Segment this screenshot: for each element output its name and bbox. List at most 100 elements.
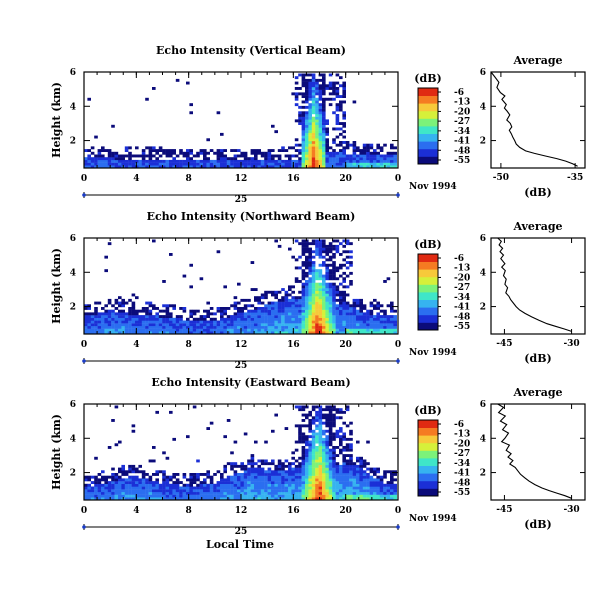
y-tick-label: 6 [70, 234, 76, 244]
colorbar-swatch [418, 427, 438, 436]
x-tick-label: 8 [186, 506, 192, 516]
colorbar-tick-label: -41 [454, 469, 470, 479]
colorbar-swatch [418, 284, 438, 293]
colorbar-swatch [418, 141, 438, 150]
y-axis-label: Height (km) [50, 414, 63, 490]
colorbar-swatch [418, 322, 438, 331]
y-tick-label: 6 [480, 234, 486, 244]
x-tick-label: 20 [339, 174, 352, 184]
colorbar-tick-label: -34 [454, 293, 470, 303]
colorbar-frame [417, 87, 439, 165]
x-tick-label: 20 [339, 340, 352, 350]
colorbar-swatch [418, 88, 438, 96]
date-label: Nov 1994 [409, 348, 457, 358]
colorbar-frame [417, 253, 439, 331]
colorbar-swatch [418, 95, 438, 104]
colorbar-swatch [418, 133, 438, 142]
day-label: 25 [235, 361, 248, 371]
x-tick-label: 8 [186, 340, 192, 350]
day-end-marker [396, 193, 400, 197]
colorbar-tick-label: -48 [454, 312, 470, 322]
colorbar-tick-label: -55 [454, 156, 470, 166]
average-title: Average [512, 54, 562, 67]
x-tick-label: 0 [395, 506, 401, 516]
colorbar-tick-label: -27 [454, 117, 470, 127]
colorbar: (dB) -6-13-20-27-34-41-48-55 [414, 72, 470, 166]
colorbar-tick-label: -55 [454, 488, 470, 498]
average-xlabel: (dB) [524, 186, 551, 199]
x-tick-label: 0 [81, 174, 87, 184]
colorbar-swatch [418, 314, 438, 323]
colorbar-swatch [418, 261, 438, 270]
average-profile-1: Average 6 4 2 -50 -35 (dB) [480, 54, 586, 199]
x-tick-label: 12 [235, 340, 248, 350]
x-tick-label: 0 [395, 340, 401, 350]
colorbar-swatch [418, 307, 438, 316]
day-end-marker [396, 525, 400, 529]
average-title: Average [512, 220, 562, 233]
y-tick-label: 6 [480, 68, 486, 78]
colorbar-unit: (dB) [414, 72, 441, 85]
x-tick-label: -45 [496, 505, 512, 515]
colorbar-tick-label: -13 [454, 430, 470, 440]
colorbar-tick-label: -48 [454, 478, 470, 488]
colorbar-swatch [418, 118, 438, 127]
average-frame [490, 403, 586, 501]
average-line [497, 403, 572, 499]
colorbar-tick-label: -48 [454, 146, 470, 156]
heatmap-cells [84, 239, 397, 335]
y-axis-label: Height (km) [50, 248, 63, 324]
average-profile-2: Average 6 4 2 -45 -30 (dB) [480, 220, 586, 365]
colorbar-swatch [418, 110, 438, 119]
heatmap-panel-1: Echo Intensity (Vertical Beam) 0 4 8 12 16 20 0… [50, 44, 586, 205]
x-tick-label: -45 [496, 339, 512, 349]
heatmap-panel-3: Echo Intensity (Eastward Beam) 0 4 8 12 16 20 0… [50, 376, 586, 537]
panel-title: Echo Intensity (Eastward Beam) [151, 376, 350, 389]
heatmap-panel-2: Echo Intensity (Northward Beam)0 4 8 12 16 20… [50, 210, 586, 371]
x-tick-label: -30 [563, 505, 579, 515]
colorbar-swatch [418, 488, 438, 497]
average-xlabel: (dB) [524, 518, 551, 531]
y-tick-label: 2 [70, 303, 76, 313]
colorbar: (dB) -6-13-20-27-34-41-48-55 [414, 404, 470, 498]
day-end-marker [396, 359, 400, 363]
day-label: 25 [235, 527, 248, 537]
colorbar-unit: (dB) [414, 238, 441, 251]
x-tick-label: 20 [339, 506, 352, 516]
colorbar-swatch [418, 156, 438, 165]
colorbar-tick-label: -13 [454, 98, 470, 108]
colorbar-swatch [418, 103, 438, 112]
colorbar-tick-label: -27 [454, 449, 470, 459]
heatmap-cells [84, 405, 397, 501]
y-axis-label: Height (km) [50, 82, 63, 158]
x-tick-label: 16 [287, 340, 300, 350]
y-tick-label: 2 [70, 137, 76, 147]
colorbar-unit: (dB) [414, 404, 441, 417]
colorbar-swatch [418, 473, 438, 482]
colorbar-tick-label: -55 [454, 322, 470, 332]
colorbar-tick-label: -41 [454, 303, 470, 313]
y-tick-label: 4 [480, 102, 486, 112]
panel-title: Echo Intensity (Vertical Beam) [156, 44, 346, 57]
x-tick-label: 16 [287, 506, 300, 516]
y-tick-label: 6 [70, 400, 76, 410]
colorbar: (dB) -6-13-20-27-34-41-48-55 [414, 238, 470, 332]
colorbar-tick-label: -20 [454, 107, 470, 117]
colorbar-swatch [418, 148, 438, 157]
colorbar-tick-label: -6 [454, 254, 464, 264]
x-tick-label: 12 [235, 174, 248, 184]
average-profile-3: Average 6 4 2 -45 -30 (dB) [480, 386, 586, 531]
colorbar-swatch [418, 126, 438, 134]
average-line [490, 71, 578, 167]
colorbar-tick-label: -20 [454, 273, 470, 283]
colorbar-tick-label: -13 [454, 264, 470, 274]
x-tick-label: 12 [235, 506, 248, 516]
colorbar-swatch [418, 465, 438, 474]
colorbar-tick-label: -34 [454, 127, 470, 137]
heatmap-cells [84, 73, 397, 169]
date-label: Nov 1994 [409, 182, 457, 192]
y-tick-label: 4 [480, 268, 486, 278]
colorbar-swatch [418, 420, 438, 428]
x-tick-label: -35 [567, 173, 583, 183]
y-tick-label: 2 [480, 137, 486, 147]
